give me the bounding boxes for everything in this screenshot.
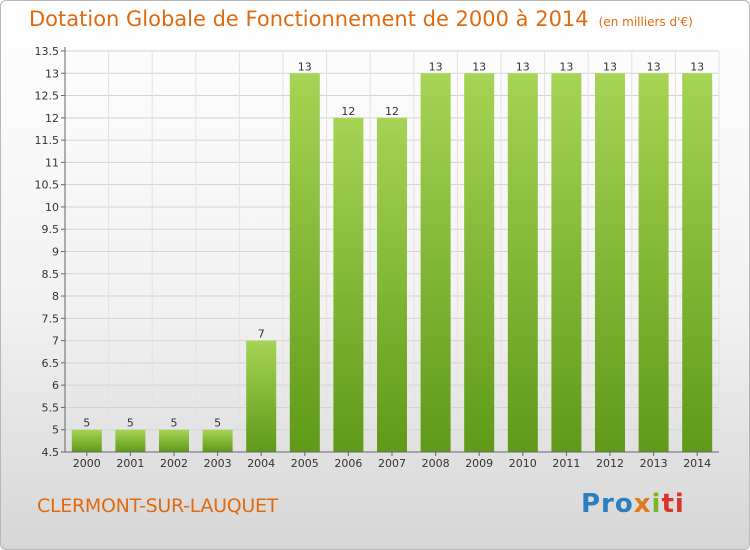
data-label-2010: 13 xyxy=(516,60,530,73)
data-label-2006: 12 xyxy=(341,105,355,118)
bar-2001 xyxy=(115,429,146,452)
y-tick-label-2: 5.5 xyxy=(42,401,60,414)
y-tick-label-1: 5 xyxy=(52,424,59,437)
y-tick-label-10: 9.5 xyxy=(42,223,60,236)
bar-2005 xyxy=(289,73,320,453)
x-tick-label-2010: 2010 xyxy=(509,457,537,470)
bar-2006 xyxy=(333,117,364,452)
logo-part-2: x xyxy=(633,489,652,519)
y-tick-label-11: 10 xyxy=(45,201,59,214)
x-tick-label-2000: 2000 xyxy=(73,457,101,470)
y-tick-label-13: 11 xyxy=(45,156,59,169)
x-tick-label-2008: 2008 xyxy=(422,457,450,470)
proxiti-logo: Proxiti xyxy=(581,489,685,519)
logo-part-4: ti xyxy=(661,489,685,519)
y-tick-label-16: 12.5 xyxy=(35,90,60,103)
x-tick-label-2011: 2011 xyxy=(552,457,580,470)
bar-2014 xyxy=(682,73,713,453)
x-tick-label-2007: 2007 xyxy=(378,457,406,470)
bar-2012 xyxy=(595,73,625,453)
bar-2007 xyxy=(377,117,407,452)
data-label-2013: 13 xyxy=(647,60,661,73)
data-label-2003: 5 xyxy=(214,417,221,430)
bar-2013 xyxy=(638,73,669,453)
bar-2009 xyxy=(464,73,495,453)
x-tick-label-2003: 2003 xyxy=(204,457,232,470)
commune-name: CLERMONT-SUR-LAUQUET xyxy=(37,495,278,517)
y-tick-label-7: 8 xyxy=(52,290,59,303)
y-tick-label-6: 7.5 xyxy=(42,312,60,325)
y-tick-label-4: 6.5 xyxy=(42,357,60,370)
data-label-2014: 13 xyxy=(690,60,704,73)
y-tick-label-17: 13 xyxy=(45,67,59,80)
data-label-2011: 13 xyxy=(559,60,573,73)
y-tick-label-9: 9 xyxy=(52,246,59,259)
bar-2004 xyxy=(246,340,277,452)
y-tick-label-5: 7 xyxy=(52,335,59,348)
x-tick-label-2001: 2001 xyxy=(116,457,144,470)
data-label-2001: 5 xyxy=(127,417,134,430)
y-tick-label-15: 12 xyxy=(45,112,59,125)
logo-part-3: i xyxy=(651,489,662,519)
x-tick-label-2004: 2004 xyxy=(247,457,275,470)
y-tick-label-12: 10.5 xyxy=(35,179,60,192)
bar-2003 xyxy=(202,429,233,452)
bar-2011 xyxy=(551,73,582,453)
logo-part-1: Pro xyxy=(581,489,634,519)
bar-2002 xyxy=(159,429,189,452)
data-label-2000: 5 xyxy=(83,417,90,430)
x-tick-label-2009: 2009 xyxy=(465,457,493,470)
bars: 5 5 5 5 7 13 12 12 13 13 13 13 13 13 13 xyxy=(71,60,713,453)
data-label-2012: 13 xyxy=(603,60,617,73)
axes: 4.5 5 5.5 6 6.5 7 7.5 8 8.5 9 9.5 10 10.5 11 11.5 12 12.… xyxy=(35,45,719,470)
y-tick-label-0: 4.5 xyxy=(42,446,60,459)
title-text: Dotation Globale de Fonctionnement de 20… xyxy=(29,7,589,31)
data-label-2007: 12 xyxy=(385,105,399,118)
data-label-2009: 13 xyxy=(472,60,486,73)
data-label-2005: 13 xyxy=(298,60,312,73)
x-tick-label-2005: 2005 xyxy=(291,457,319,470)
y-tick-label-3: 6 xyxy=(52,379,59,392)
y-tick-label-18: 13.5 xyxy=(35,45,60,58)
data-label-2004: 7 xyxy=(258,328,265,341)
x-tick-label-2002: 2002 xyxy=(160,457,188,470)
x-tick-label-2012: 2012 xyxy=(596,457,624,470)
y-tick-label-14: 11.5 xyxy=(35,134,60,147)
chart-title: Dotation Globale de Fonctionnement de 20… xyxy=(29,7,693,31)
data-label-2002: 5 xyxy=(171,417,178,430)
bar-2008 xyxy=(420,73,451,453)
bar-2010 xyxy=(507,73,538,453)
y-tick-label-8: 8.5 xyxy=(42,268,60,281)
x-tick-label-2013: 2013 xyxy=(640,457,668,470)
bar-2000 xyxy=(71,429,102,452)
x-tick-label-2006: 2006 xyxy=(334,457,362,470)
x-tick-label-2014: 2014 xyxy=(683,457,711,470)
unit-label: (en milliers d'€) xyxy=(598,15,693,29)
data-label-2008: 13 xyxy=(429,60,443,73)
